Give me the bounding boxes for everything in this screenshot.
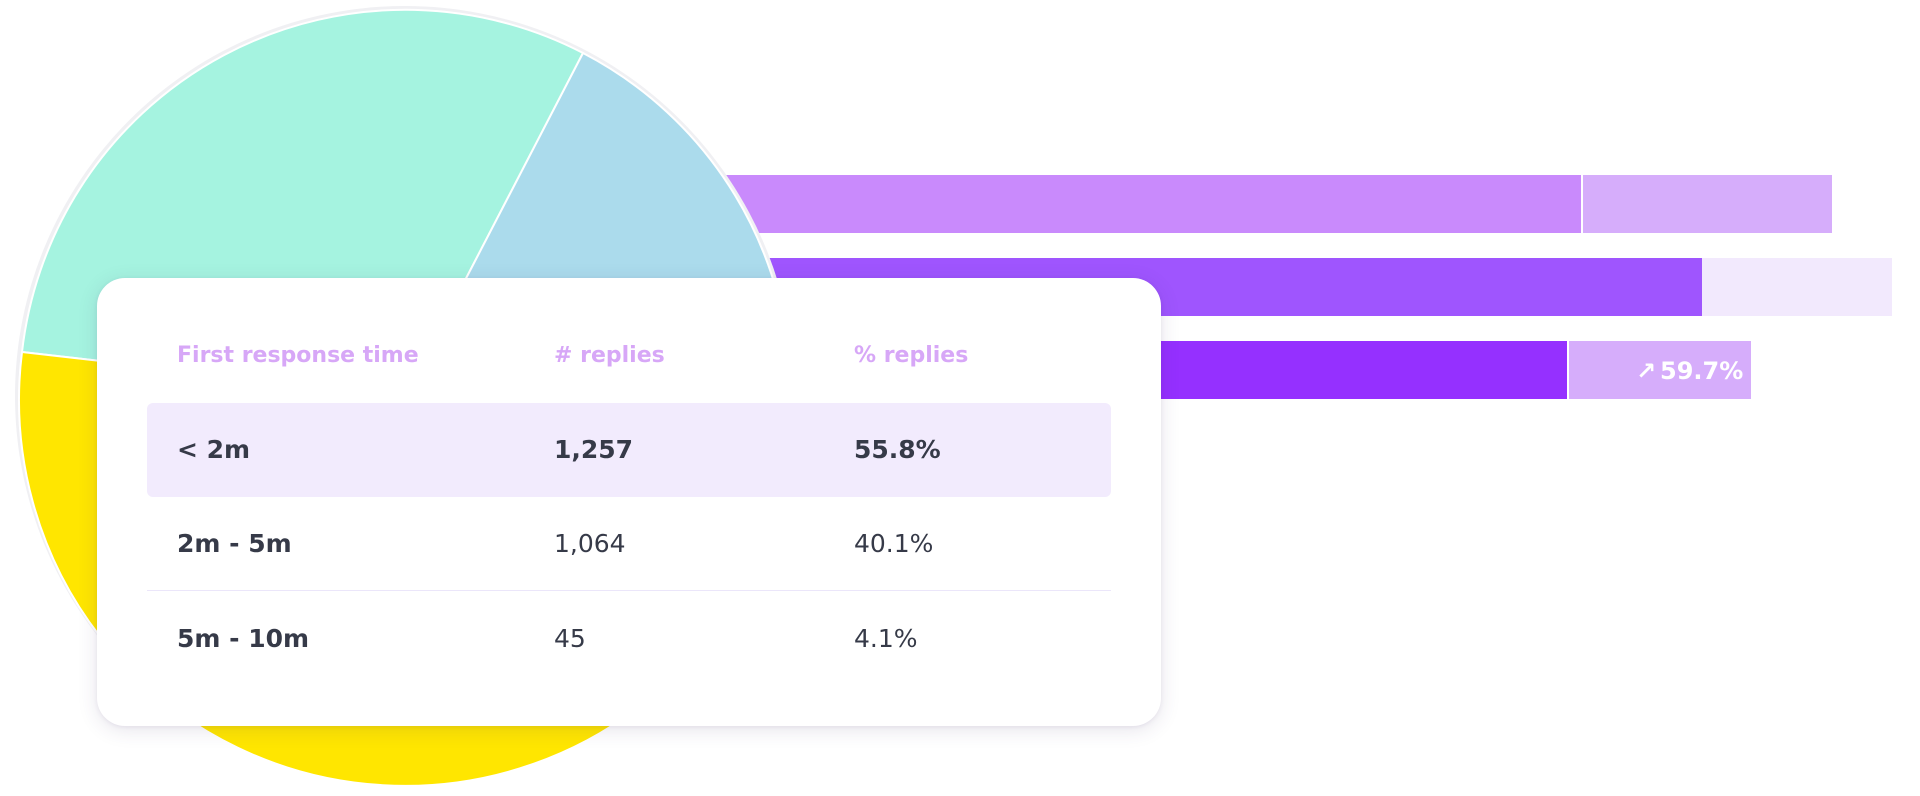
header-first-response-time: First response time — [177, 343, 419, 368]
cell-replies: 45 — [554, 624, 586, 653]
cell-range: 5m - 10m — [177, 624, 310, 653]
cell-percent: 55.8% — [854, 435, 941, 464]
growth-badge: ↗ 59.7% — [1636, 357, 1743, 385]
cell-replies: 1,257 — [554, 435, 634, 464]
table-row: 2m - 5m 1,064 40.1% — [147, 497, 1111, 591]
cell-percent: 4.1% — [854, 624, 918, 653]
arrow-up-right-icon: ↗ — [1636, 357, 1656, 385]
header-replies-percent: % replies — [854, 343, 969, 368]
bar-1-light — [1582, 175, 1832, 233]
cell-replies: 1,064 — [554, 529, 626, 558]
bar-3-light — [1568, 341, 1751, 399]
cell-percent: 40.1% — [854, 529, 934, 558]
header-replies-count: # replies — [554, 343, 665, 368]
growth-badge-value: 59.7% — [1660, 357, 1743, 385]
bar-1-main — [650, 175, 1582, 233]
table-row: < 2m 1,257 55.8% — [147, 403, 1111, 497]
cell-range: < 2m — [177, 435, 251, 464]
table-header-row: First response time # replies % replies — [97, 336, 1161, 376]
response-time-table-card: First response time # replies % replies … — [97, 278, 1161, 726]
cell-range: 2m - 5m — [177, 529, 292, 558]
bar-2-light — [1702, 258, 1892, 316]
table-row: 5m - 10m 45 4.1% — [147, 592, 1111, 686]
